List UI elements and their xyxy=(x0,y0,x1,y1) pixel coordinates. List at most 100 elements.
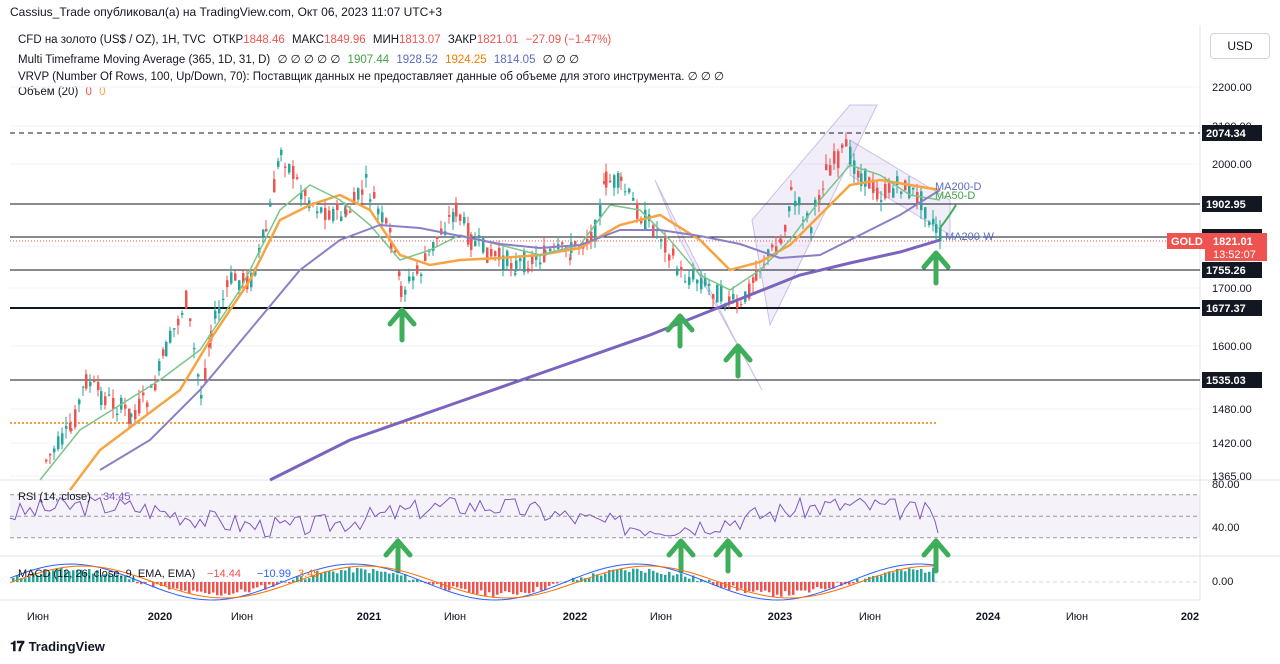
macd-histogram-bar xyxy=(468,582,471,593)
macd-histogram-bar xyxy=(792,582,795,595)
macd-histogram-bar xyxy=(868,576,871,582)
vrvp-legend[interactable]: VRVP (Number Of Rows, 100, Up/Down, 70):… xyxy=(18,71,725,83)
macd-histogram-bar xyxy=(360,568,363,582)
macd-histogram-bar xyxy=(76,570,79,582)
macd-histogram-bar xyxy=(524,582,527,593)
candle-body xyxy=(277,161,280,167)
macd-histogram-bar xyxy=(304,579,307,582)
macd-histogram-bar xyxy=(108,574,111,582)
macd-histogram-bar xyxy=(44,570,47,582)
candle-body xyxy=(900,191,903,194)
macd-histogram-bar xyxy=(516,582,519,595)
macd-histogram-bar xyxy=(848,582,851,585)
candle-body xyxy=(353,192,356,203)
low-label: МИН xyxy=(372,34,400,46)
candle-body xyxy=(740,304,743,306)
candle-body xyxy=(916,192,919,204)
candle-body xyxy=(369,199,372,202)
candle-body xyxy=(798,197,801,206)
candle-body xyxy=(924,207,927,219)
macd-histogram-bar xyxy=(12,577,15,582)
candle-body xyxy=(345,209,348,216)
mtf-legend: Multi Timeframe Moving Average (365, 1D,… xyxy=(18,52,583,66)
candle-body xyxy=(234,273,237,281)
mtf-name[interactable]: Multi Timeframe Moving Average (365, 1D,… xyxy=(18,54,271,66)
candle-body xyxy=(668,254,671,261)
candle-body xyxy=(74,409,77,428)
candle-body xyxy=(780,239,783,244)
macd-histogram-bar xyxy=(620,568,623,582)
candle-body xyxy=(165,342,168,357)
macd-histogram-bar xyxy=(788,582,791,596)
candle-body xyxy=(65,426,68,429)
macd-histogram-bar xyxy=(744,582,747,594)
candle-body xyxy=(523,251,526,273)
macd-histogram-bar xyxy=(208,582,211,595)
macd-histogram-bar xyxy=(128,579,131,582)
candle-body xyxy=(154,383,157,391)
ma50-line xyxy=(69,178,941,491)
macd-histogram-bar xyxy=(276,582,279,585)
macd-histogram-bar xyxy=(260,582,263,586)
macd-histogram-bar xyxy=(884,572,887,582)
candle-body xyxy=(603,181,606,184)
candle-body xyxy=(696,279,699,284)
low-value: 1813.07 xyxy=(399,34,441,46)
macd-histogram-bar xyxy=(904,571,907,582)
macd-histogram-bar xyxy=(236,582,239,593)
macd-histogram-bar xyxy=(444,582,447,590)
candle-body xyxy=(320,207,323,213)
macd-histogram-bar xyxy=(676,574,679,582)
candle-body xyxy=(284,166,287,168)
macd-histogram-bar xyxy=(20,578,23,582)
time-axis-tick: Июн xyxy=(231,611,253,623)
candle-body xyxy=(398,271,401,277)
candle-body xyxy=(561,242,564,245)
macd-histogram-bar xyxy=(196,582,199,592)
macd-histogram-bar xyxy=(52,570,55,582)
volume-legend: Объём (20) 0 0 xyxy=(18,86,110,98)
macd-histogram-bar xyxy=(500,582,503,594)
close-label: ЗАКР xyxy=(447,34,477,46)
macd-histogram-bar xyxy=(632,568,635,582)
macd-histogram-bar xyxy=(780,582,783,597)
macd-histogram-bar xyxy=(116,575,119,582)
macd-histogram-bar xyxy=(164,582,167,586)
candle-body xyxy=(100,391,103,406)
macd-histogram-bar xyxy=(816,582,819,588)
macd-histogram-bar xyxy=(432,582,435,585)
candle-body xyxy=(586,238,589,243)
macd-histogram-bar xyxy=(740,582,743,589)
price-axis-tick: 1420.00 xyxy=(1212,438,1252,450)
macd-histogram-bar xyxy=(256,582,259,588)
candle-body xyxy=(242,273,245,284)
candle-body xyxy=(173,328,176,330)
macd-histogram-bar xyxy=(504,582,507,592)
signal-value: 3.45 xyxy=(298,568,319,580)
macd-histogram-bar xyxy=(696,581,699,582)
macd-histogram-bar xyxy=(356,567,359,582)
symbol-name[interactable]: CFD на золото (US$ / OZ), 1H, TVC xyxy=(18,34,206,46)
candle-body xyxy=(463,216,466,224)
macd-histogram-bar xyxy=(812,582,815,590)
candle-body xyxy=(292,165,295,179)
candle-body xyxy=(394,250,397,253)
macd-histogram-bar xyxy=(584,578,587,582)
time-axis-tick: Июн xyxy=(1066,611,1088,623)
macd-histogram-bar xyxy=(24,578,27,582)
candle-body xyxy=(400,285,403,297)
ma-label: MA50-D xyxy=(935,190,975,202)
candle-body xyxy=(732,294,735,300)
volume-name[interactable]: Объём (20) xyxy=(18,86,79,98)
macd-histogram-bar xyxy=(184,582,187,591)
candle-body xyxy=(595,240,598,242)
macd-histogram-bar xyxy=(652,570,655,582)
macd-histogram-bar xyxy=(664,574,667,582)
macd-histogram-bar xyxy=(224,582,227,594)
macd-histogram-bar xyxy=(916,569,919,582)
currency-button[interactable]: USD xyxy=(1210,33,1270,59)
macd-histogram-bar xyxy=(296,576,299,582)
macd-histogram-bar xyxy=(776,582,779,595)
macd-histogram-bar xyxy=(348,567,351,582)
